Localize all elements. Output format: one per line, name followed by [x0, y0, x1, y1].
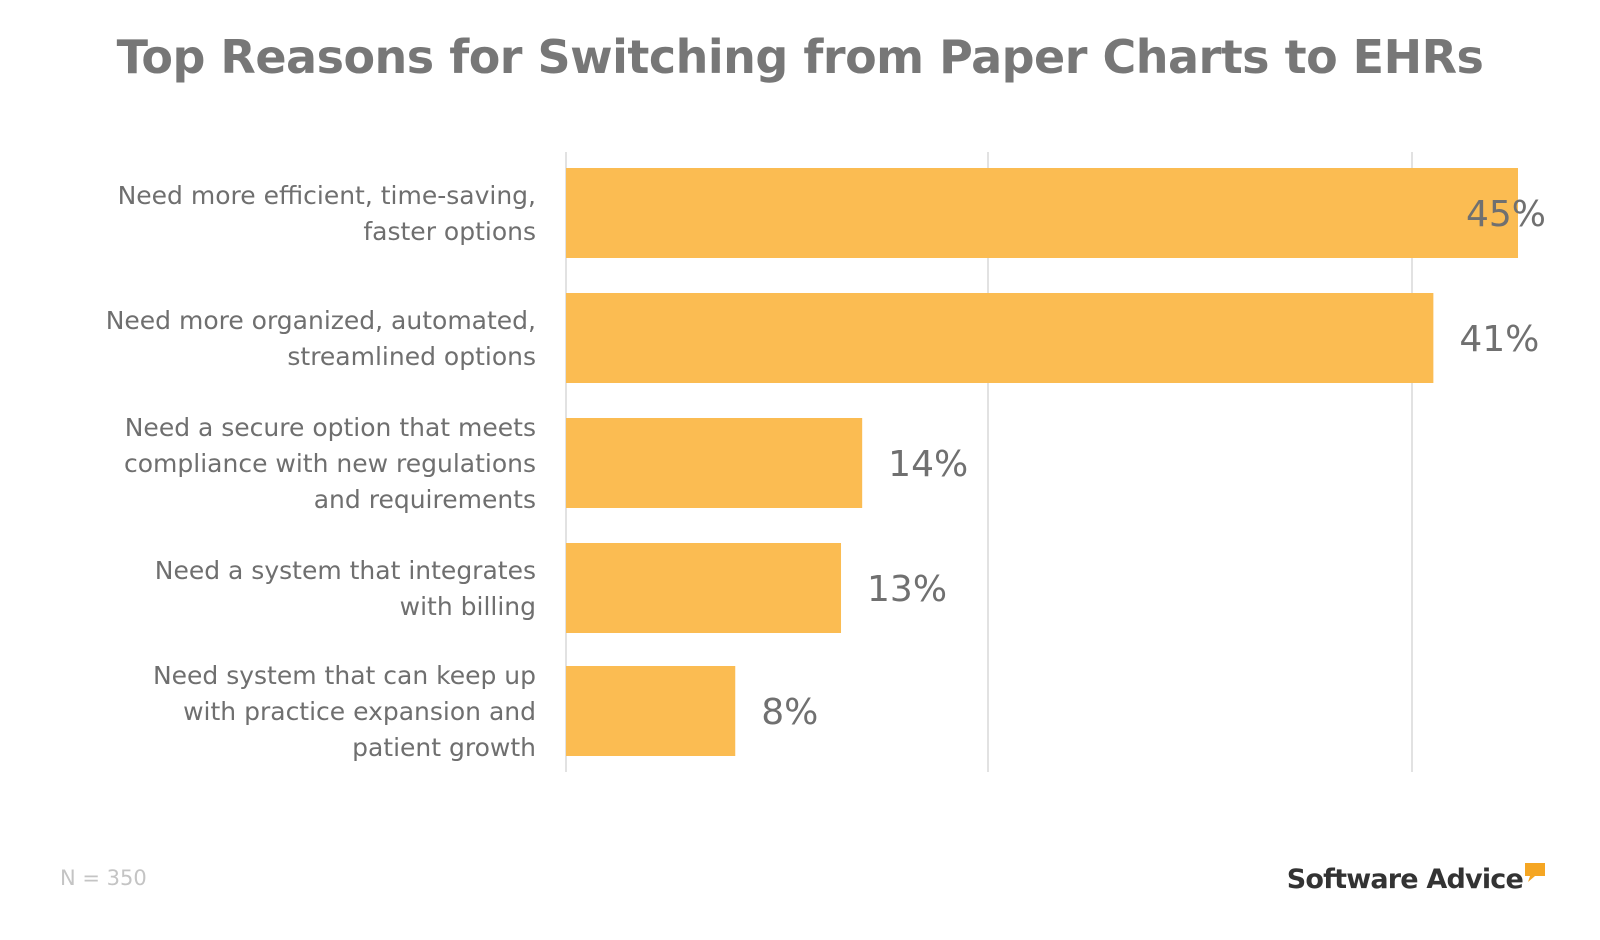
- brand-name: Software Advice: [1286, 864, 1524, 895]
- category-label-line: Need a system that integrates: [155, 556, 536, 585]
- brand-logo: Software Advice: [1286, 863, 1546, 895]
- category-label-line: with billing: [400, 592, 536, 621]
- speech-bubble-icon: [1525, 863, 1545, 882]
- category-label: Need a system that integrates with billin…: [155, 556, 536, 621]
- category-label-line: faster options: [363, 217, 536, 246]
- category-label: Need more efficient, time-saving, faster …: [118, 181, 536, 246]
- sample-size-note: N = 350: [60, 866, 147, 890]
- category-label: Need a secure option that meets complianc…: [124, 413, 536, 514]
- value-labels: 45% 41% 14% 13% 8%: [761, 194, 1546, 733]
- category-label-line: and requirements: [314, 485, 536, 514]
- bar: [566, 293, 1434, 383]
- bars: [566, 168, 1518, 756]
- category-label-line: compliance with new regulations: [124, 449, 536, 478]
- value-label: 14%: [888, 444, 968, 485]
- category-label: Need system that can keep up with practic…: [153, 661, 536, 762]
- category-label-line: streamlined options: [287, 342, 536, 371]
- value-label: 41%: [1459, 319, 1539, 360]
- category-label-line: patient growth: [352, 733, 536, 762]
- category-label-line: Need a secure option that meets: [125, 413, 536, 442]
- bar: [566, 666, 736, 756]
- value-label: 13%: [867, 569, 947, 610]
- category-label-line: Need more efficient, time-saving,: [118, 181, 536, 210]
- value-label: 45%: [1466, 194, 1546, 235]
- category-label: Need more organized, automated, streamlin…: [106, 306, 536, 371]
- category-labels: Need more efficient, time-saving, faster …: [106, 181, 536, 762]
- value-label: 8%: [761, 692, 818, 733]
- category-label-line: Need more organized, automated,: [106, 306, 536, 335]
- bar: [566, 168, 1518, 258]
- category-label-line: with practice expansion and: [183, 697, 536, 726]
- category-label-line: Need system that can keep up: [153, 661, 536, 690]
- bar: [566, 418, 863, 508]
- bar: [566, 543, 842, 633]
- chart-title: Top Reasons for Switching from Paper Cha…: [116, 30, 1484, 84]
